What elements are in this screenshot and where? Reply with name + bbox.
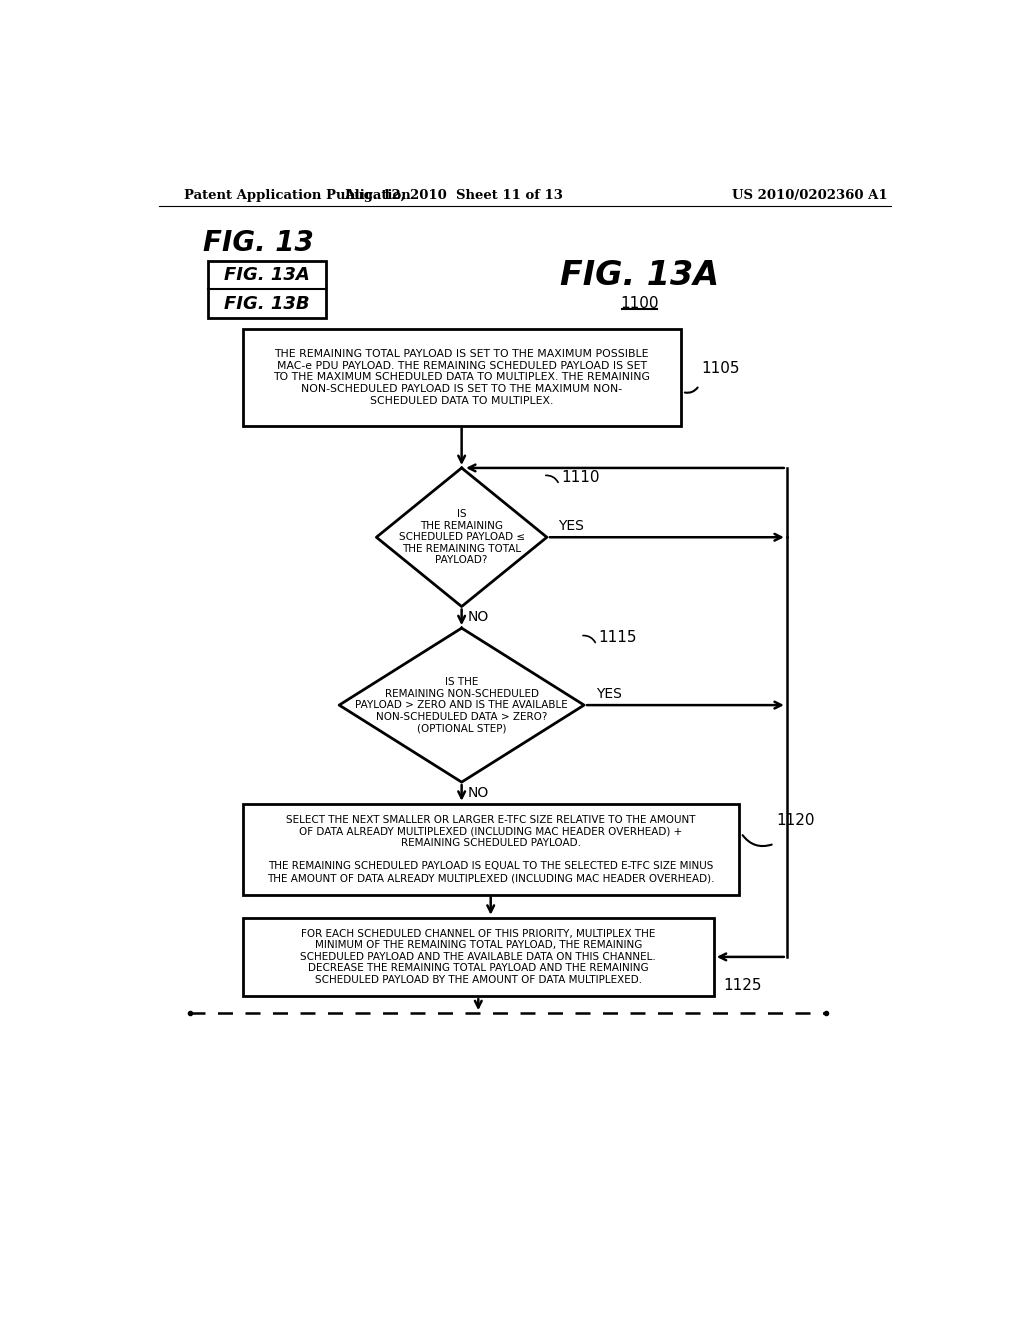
- Text: 1100: 1100: [621, 296, 658, 310]
- Text: FIG. 13A: FIG. 13A: [224, 267, 309, 284]
- Text: FIG. 13: FIG. 13: [203, 230, 313, 257]
- Text: NO: NO: [468, 610, 489, 624]
- Text: 1105: 1105: [701, 360, 740, 376]
- Text: 1120: 1120: [776, 813, 814, 828]
- Text: 1115: 1115: [598, 630, 637, 645]
- Text: 1110: 1110: [561, 470, 599, 484]
- Bar: [208, 261, 326, 318]
- Text: US 2010/0202360 A1: US 2010/0202360 A1: [732, 189, 888, 202]
- Text: 1125: 1125: [723, 978, 762, 993]
- Text: YES: YES: [596, 688, 622, 701]
- Bar: [243, 804, 738, 895]
- Bar: [243, 917, 714, 997]
- Bar: [243, 330, 681, 425]
- Text: NO: NO: [468, 785, 489, 800]
- Text: IS THE
REMAINING NON-SCHEDULED
PAYLOAD > ZERO AND IS THE AVAILABLE
NON-SCHEDULED: IS THE REMAINING NON-SCHEDULED PAYLOAD >…: [355, 677, 568, 734]
- Text: FIG. 13B: FIG. 13B: [224, 294, 309, 313]
- Text: YES: YES: [558, 520, 585, 533]
- Text: SELECT THE NEXT SMALLER OR LARGER E-TFC SIZE RELATIVE TO THE AMOUNT
OF DATA ALRE: SELECT THE NEXT SMALLER OR LARGER E-TFC …: [267, 814, 715, 883]
- Text: Patent Application Publication: Patent Application Publication: [183, 189, 411, 202]
- Text: FOR EACH SCHEDULED CHANNEL OF THIS PRIORITY, MULTIPLEX THE
MINIMUM OF THE REMAIN: FOR EACH SCHEDULED CHANNEL OF THIS PRIOR…: [300, 929, 656, 985]
- Text: IS
THE REMAINING
SCHEDULED PAYLOAD ≤
THE REMAINING TOTAL
PAYLOAD?: IS THE REMAINING SCHEDULED PAYLOAD ≤ THE…: [398, 510, 524, 565]
- Text: THE REMAINING TOTAL PAYLOAD IS SET TO THE MAXIMUM POSSIBLE
MAC-e PDU PAYLOAD. TH: THE REMAINING TOTAL PAYLOAD IS SET TO TH…: [273, 350, 650, 405]
- Text: FIG. 13A: FIG. 13A: [560, 259, 719, 292]
- Text: Aug. 12, 2010  Sheet 11 of 13: Aug. 12, 2010 Sheet 11 of 13: [344, 189, 563, 202]
